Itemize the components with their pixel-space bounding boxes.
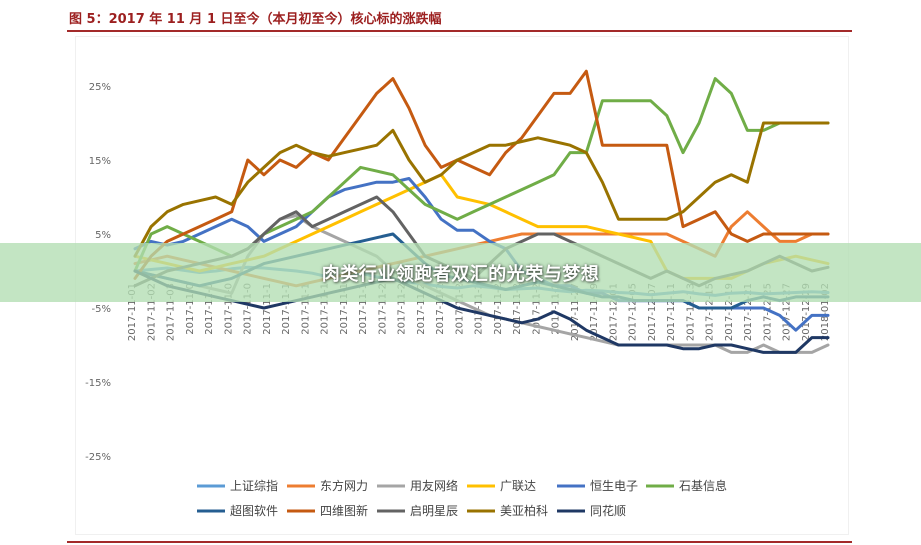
x-tick-label: 2017-11-03: [166, 283, 177, 341]
x-tick-label: 2017-11-1: [358, 283, 369, 335]
x-tick-label: 2017-11-1: [320, 283, 331, 335]
x-tick-label: 2017-11-1: [339, 283, 350, 335]
x-tick-label: 2017-11-2: [435, 283, 446, 335]
x-tick-label: 2017-12-13: [685, 283, 696, 341]
x-tick-label: 2017-12-01: [608, 283, 619, 341]
bottom-divider: [67, 541, 852, 543]
legend-label: 上证综指: [230, 478, 278, 493]
legend-label: 东方网力: [320, 478, 368, 493]
y-tick-label: -25%: [85, 452, 111, 463]
x-tick-label: 2017-11-1: [262, 283, 273, 335]
x-tick-label: 2017-11-2: [512, 283, 523, 335]
banner-text: 肉类行业领跑者双汇的光荣与梦想: [321, 263, 600, 285]
series-line: [133, 121, 830, 258]
x-tick-label: 2017-12-11: [666, 283, 677, 341]
x-axis: 2017-11-01 2017-11-02 2017-11-03 2017-11-0 2…: [127, 283, 831, 341]
series-line: [133, 69, 830, 280]
series-line: [133, 269, 830, 354]
legend-label: 用友网络: [410, 478, 458, 493]
x-tick-label: 2017-11-27: [570, 283, 581, 341]
legend-label: 广联达: [500, 479, 536, 493]
x-tick-label: 2017-12-29: [801, 283, 812, 341]
x-tick-label: 2017-11-0: [223, 283, 234, 335]
x-tick-label: 2017-12-15: [705, 283, 716, 341]
legend-label: 石基信息: [679, 478, 727, 493]
y-tick-label: 25%: [89, 82, 111, 93]
x-tick-label: 2017-11-29: [589, 283, 600, 341]
y-axis: 25% 15% 5% -5% -15% -25%: [85, 82, 111, 463]
title-divider: [67, 30, 852, 32]
x-tick-label: 2017-11-2: [416, 283, 427, 335]
legend-label: 恒生电子: [590, 479, 638, 493]
legend-label: 超图软件: [230, 503, 278, 518]
y-tick-label: 15%: [89, 156, 111, 167]
x-tick-label: 2017-11-01: [127, 283, 138, 341]
x-tick-label: 2017-11-2: [551, 283, 562, 335]
y-tick-label: -15%: [85, 378, 111, 389]
x-tick-label: 2017-11-2: [474, 283, 485, 335]
x-tick-label: 2017-11-0: [185, 283, 196, 335]
y-tick-label: -5%: [92, 304, 111, 315]
x-tick-label: 2018-01-02: [820, 283, 831, 341]
x-tick-label: 2017-12-25: [762, 283, 773, 341]
figure-title: 图 5：2017 年 11 月 1 日至今（本月初至今）核心标的涨跌幅: [69, 12, 442, 27]
legend-label: 美亚柏科: [500, 503, 548, 518]
x-tick-label: 2017-11-1: [300, 283, 311, 335]
x-tick-label: 2017-12-19: [724, 283, 735, 341]
x-tick-label: 2017-11-1: [281, 283, 292, 335]
x-tick-label: 2017-11-2: [397, 283, 408, 335]
x-tick-label: 2017-11-02: [146, 283, 157, 341]
x-tick-label: 2017-12-27: [782, 283, 793, 341]
x-tick-label: 2017-11-2: [493, 283, 504, 335]
x-tick-label: 2017-11-2: [377, 283, 388, 335]
y-tick-label: 5%: [95, 230, 111, 241]
legend-label: 启明星辰: [410, 504, 458, 518]
x-tick-label: 2017-11-0: [243, 283, 254, 335]
x-tick-label: 2017-11-2: [531, 283, 542, 335]
x-tick-label: 2017-11-0: [204, 283, 215, 335]
legend-label: 同花顺: [590, 503, 626, 518]
headline-banner: 肉类行业领跑者双汇的光荣与梦想: [0, 243, 921, 302]
x-tick-label: 2017-12-05: [628, 283, 639, 341]
x-tick-label: 2017-12-07: [647, 283, 658, 341]
x-tick-label: 2017-12-21: [743, 283, 754, 341]
legend-label: 四维图新: [320, 503, 368, 518]
